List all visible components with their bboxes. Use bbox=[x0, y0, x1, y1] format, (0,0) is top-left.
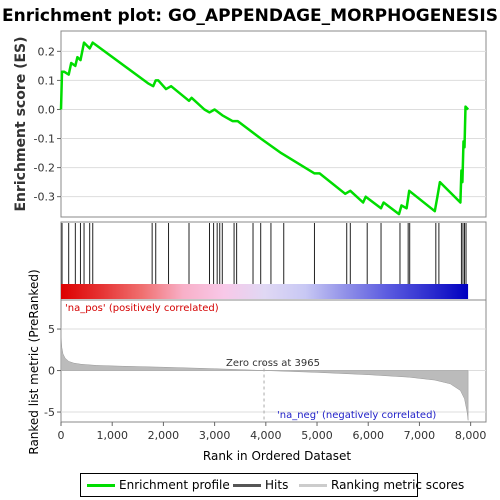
es-y-tick-label: -0.1 bbox=[34, 133, 55, 146]
es-y-tick-label: -0.3 bbox=[34, 191, 55, 204]
ranking-colorbar bbox=[61, 284, 469, 299]
es-y-tick-label: 0.1 bbox=[38, 74, 56, 87]
es-y-tick-label: 0.0 bbox=[38, 103, 56, 116]
zero-cross-label: Zero cross at 3965 bbox=[226, 358, 320, 369]
metric-y-axis: -5 0 5 bbox=[44, 323, 61, 419]
hits-track bbox=[61, 223, 467, 284]
es-y-tick-label: 0.2 bbox=[38, 45, 56, 58]
x-tick-label: 7,000 bbox=[404, 429, 436, 442]
es-y-axis-label: Enrichment score (ES) bbox=[13, 36, 29, 211]
metric-panel-frame bbox=[60, 299, 487, 423]
x-axis: 0 1,000 2,000 3,000 4,000 5,000 6,000 7,000 8,00… bbox=[58, 422, 487, 442]
enrichment-profile-line bbox=[59, 41, 470, 216]
legend: Enrichment profile Hits Ranking metric s… bbox=[80, 473, 464, 497]
x-tick-label: 8,000 bbox=[455, 429, 487, 442]
x-tick-label: 4,000 bbox=[250, 429, 282, 442]
metric-y-tick-label: -5 bbox=[44, 406, 55, 419]
legend-label-ranking: Ranking metric scores bbox=[331, 478, 465, 492]
x-tick-label: 3,000 bbox=[199, 429, 231, 442]
positive-correlation-label: 'na_pos' (positively correlated) bbox=[65, 303, 219, 314]
es-y-axis: -0.3 -0.2 -0.1 0.0 0.1 0.2 bbox=[34, 45, 61, 204]
legend-swatch-ranking bbox=[299, 484, 327, 487]
negative-correlation-label: 'na_neg' (negatively correlated) bbox=[277, 410, 436, 421]
legend-item-hits: Hits bbox=[233, 478, 288, 492]
metric-y-axis-label: Ranked list metric (PreRanked) bbox=[27, 269, 41, 454]
legend-item-enrichment-profile: Enrichment profile bbox=[87, 478, 230, 492]
legend-label-hits: Hits bbox=[265, 478, 289, 492]
x-tick-label: 2,000 bbox=[148, 429, 180, 442]
es-y-tick-label: -0.2 bbox=[34, 162, 55, 175]
es-panel-frame bbox=[60, 30, 487, 218]
x-axis-label: Rank in Ordered Dataset bbox=[203, 449, 351, 463]
x-tick-label: 1,000 bbox=[96, 429, 128, 442]
chart-title: Enrichment plot: GO_APPENDAGE_MORPHOGENE… bbox=[2, 6, 498, 26]
legend-item-ranking-metric: Ranking metric scores bbox=[299, 478, 464, 492]
x-tick-label: 0 bbox=[58, 429, 65, 442]
x-tick-label: 6,000 bbox=[352, 429, 384, 442]
metric-y-tick-label: 0 bbox=[48, 365, 55, 378]
ranking-metric-area bbox=[60, 327, 469, 421]
legend-swatch-enrichment bbox=[87, 484, 115, 487]
legend-swatch-hits bbox=[233, 484, 261, 487]
x-tick-label: 5,000 bbox=[301, 429, 333, 442]
legend-label-enrichment: Enrichment profile bbox=[119, 478, 230, 492]
metric-y-tick-label: 5 bbox=[48, 323, 55, 336]
